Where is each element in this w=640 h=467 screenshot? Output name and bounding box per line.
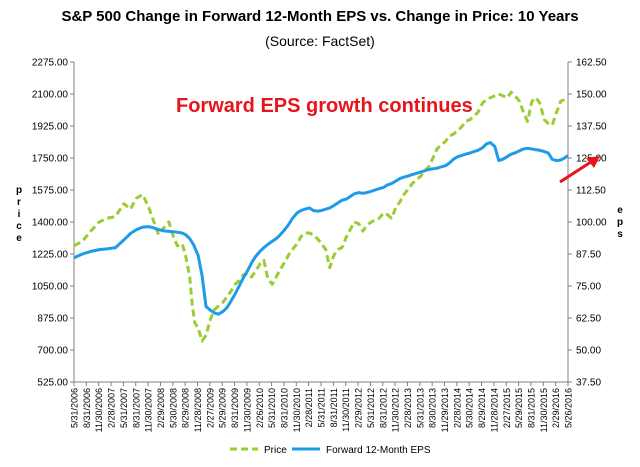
x-tick-label: 2/29/2008 [156,388,166,428]
y2-tick-label: 100.00 [576,218,607,229]
x-tick-label: 5/31/2013 [415,388,425,428]
x-tick-label: 2/28/2007 [107,388,117,428]
chart-subtitle: (Source: FactSet) [265,33,375,49]
x-tick-label: 8/31/2009 [230,388,240,428]
y2-tick-label: 62.50 [576,314,601,325]
x-tick-label: 5/29/2015 [514,388,524,428]
chart-title: S&P 500 Change in Forward 12-Month EPS v… [61,8,579,25]
series-line-eps [73,141,569,316]
series-lines [73,90,569,343]
y-tick-label: 700.00 [37,346,68,357]
x-tick-label: 11/28/2014 [489,388,499,432]
x-tick-label: 8/31/2015 [526,388,536,428]
x-tick-label: 2/28/2014 [452,388,462,428]
x-tick-label: 8/31/2012 [378,388,388,428]
series-line-price [73,90,569,343]
x-tick-label: 11/28/2008 [193,388,203,432]
x-tick-label: 2/29/2016 [551,388,561,428]
y2-tick-label: 162.50 [576,58,607,69]
x-tick-label: 2/29/2012 [354,388,364,428]
annotation-text: Forward EPS growth continues [176,95,473,117]
x-tick-label: 5/31/2010 [267,388,277,428]
x-tick-label: 11/30/2009 [242,388,252,432]
arrow-head [586,156,600,168]
x-tick-label: 8/31/2010 [279,388,289,428]
y-tick-label: 1925.00 [32,122,69,133]
y-tick-label: 1050.00 [32,282,69,293]
y-tick-label: 1750.00 [32,154,69,165]
y-tick-label: 1400.00 [32,218,69,229]
legend-label-eps: Forward 12-Month EPS [326,445,431,456]
x-tick-label: 11/30/2015 [539,388,549,432]
x-tick-label: 11/30/2006 [94,388,104,432]
y-tick-label: 2100.00 [32,90,69,101]
y-tick-label: 875.00 [37,314,68,325]
x-tick-label: 2/28/2011 [304,388,314,427]
y-tick-label: 1575.00 [32,186,69,197]
x-tick-label: 2/26/2010 [255,388,265,428]
y2-tick-label: 87.50 [576,250,601,261]
x-tick-label: 11/30/2007 [144,388,154,432]
y2-tick-label: 137.50 [576,122,607,133]
x-tick-label: 5/29/2009 [218,388,228,428]
x-tick-label: 5/26/2016 [564,388,574,428]
y2-tick-label: 37.50 [576,378,601,389]
y2-tick-label: 50.00 [576,346,601,357]
x-tick-label: 8/31/2006 [82,388,92,428]
x-tick-label: 5/31/2007 [119,388,129,428]
x-tick-label: 11/30/2010 [292,388,302,432]
y2-tick-label: 150.00 [576,90,607,101]
x-tick-label: 8/31/2007 [131,388,141,428]
x-tick-label: 2/27/2015 [502,388,512,428]
tick-labels: 525.00 700.00 875.00 1050.00 1225.00 1400.00 1… [32,58,607,433]
annotation-arrow [559,156,600,184]
x-tick-label: 2/28/2013 [403,388,413,428]
y2-tick-label: 75.00 [576,282,601,293]
y-tick-label: 525.00 [37,378,68,389]
x-tick-label: 8/29/2008 [181,388,191,428]
y-tick-label: 2275.00 [32,58,69,69]
x-tick-label: 11/30/2011 [341,388,351,432]
arrow-shaft [559,158,595,184]
y-tick-label: 1225.00 [32,250,69,261]
x-tick-label: 8/30/2013 [428,388,438,428]
x-tick-label: 8/29/2014 [477,388,487,428]
legend: Price Forward 12-Month EPS [230,445,431,456]
x-tick-label: 11/30/2012 [391,388,401,432]
x-tick-label: 5/31/2012 [366,388,376,428]
x-tick-label: 5/30/2008 [168,388,178,428]
x-tick-label: 5/31/2011 [317,388,327,427]
x-tick-label: 8/31/2011 [329,388,339,427]
x-tick-label: 11/29/2013 [440,388,450,432]
x-tick-label: 5/30/2014 [465,388,475,428]
legend-label-price: Price [264,445,287,456]
x-tick-label: 2/27/2009 [205,388,215,428]
y2-tick-label: 112.50 [576,186,606,197]
x-tick-label: 5/31/2006 [70,388,80,428]
